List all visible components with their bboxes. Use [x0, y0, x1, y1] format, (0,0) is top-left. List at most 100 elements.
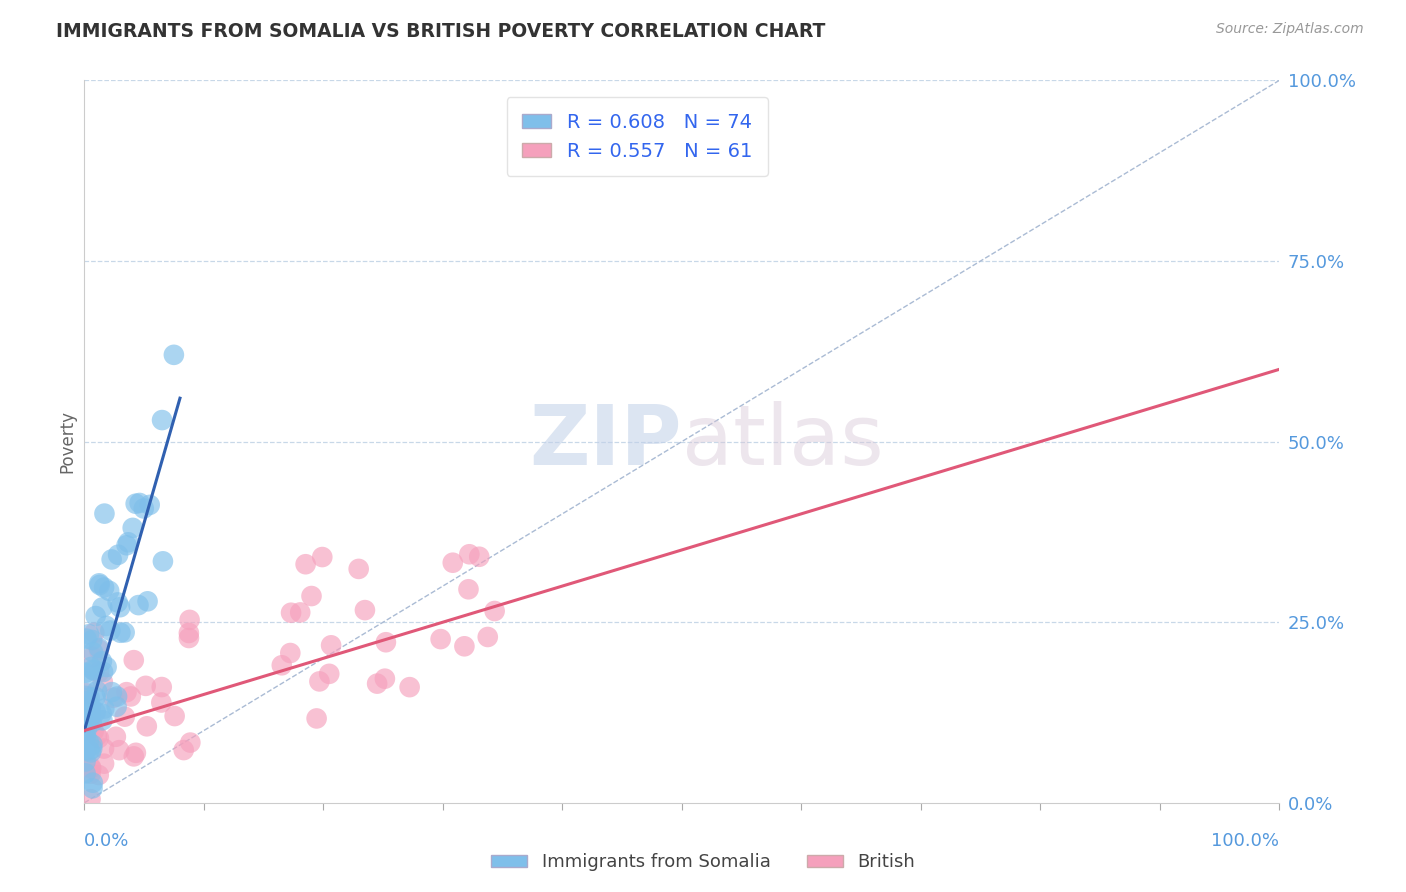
Point [75, 755, 97, 769]
Point [150, 680, 173, 694]
Point [79, 713, 101, 727]
Point [75, 694, 97, 708]
Point [90, 706, 112, 721]
Text: 0.0%: 0.0% [84, 831, 129, 850]
Point [91, 665, 114, 679]
Point [89, 665, 111, 679]
Point [80, 760, 103, 774]
Point [79, 792, 101, 806]
Point [75, 686, 97, 700]
Point [305, 711, 328, 725]
Point [270, 658, 292, 673]
Point [98, 624, 121, 638]
Point [77, 714, 100, 729]
Point [132, 501, 155, 516]
Point [398, 680, 420, 694]
Point [75, 729, 97, 743]
Point [80, 699, 103, 714]
Point [366, 676, 388, 690]
Point [136, 594, 159, 608]
Point [75, 743, 97, 757]
Text: 100.0%: 100.0% [1212, 831, 1279, 850]
Point [82, 738, 104, 752]
Point [83, 664, 105, 678]
Point [75, 766, 97, 780]
Point [122, 749, 145, 764]
Point [96, 619, 118, 633]
Point [80, 715, 103, 730]
Point [120, 690, 142, 704]
Point [308, 674, 330, 689]
Point [83, 625, 105, 640]
Point [152, 554, 174, 568]
Text: IMMIGRANTS FROM SOMALIA VS BRITISH POVERTY CORRELATION CHART: IMMIGRANTS FROM SOMALIA VS BRITISH POVER… [56, 22, 825, 41]
Point [319, 638, 342, 652]
Point [79, 706, 101, 721]
Point [135, 679, 157, 693]
Point [101, 685, 124, 699]
Y-axis label: Poverty: Poverty [58, 410, 76, 473]
Point [138, 498, 160, 512]
Point [354, 603, 377, 617]
Point [124, 497, 146, 511]
Point [82, 645, 104, 659]
Point [79, 690, 101, 705]
Point [84, 609, 107, 624]
Point [82, 649, 104, 664]
Point [311, 550, 333, 565]
Point [280, 606, 302, 620]
Point [93, 581, 115, 595]
Point [75, 689, 97, 703]
Point [150, 696, 173, 710]
Point [77, 627, 100, 641]
Point [453, 640, 475, 654]
Point [110, 625, 132, 640]
Text: atlas: atlas [682, 401, 883, 482]
Point [177, 631, 200, 645]
Point [84, 705, 107, 719]
Point [125, 746, 148, 760]
Point [98, 583, 121, 598]
Point [128, 598, 150, 612]
Point [76, 722, 98, 736]
Legend: R = 0.608   N = 74, R = 0.557   N = 61: R = 0.608 N = 74, R = 0.557 N = 61 [506, 97, 768, 176]
Point [76, 632, 98, 646]
Point [89, 576, 111, 591]
Point [441, 556, 464, 570]
Point [79, 766, 101, 780]
Point [83, 724, 105, 739]
Point [107, 548, 129, 562]
Point [90, 654, 112, 668]
Point [108, 600, 131, 615]
Point [290, 606, 312, 620]
Point [79, 673, 101, 688]
Point [177, 626, 200, 640]
Point [82, 776, 104, 790]
Point [77, 690, 100, 704]
Point [84, 690, 107, 704]
Point [87, 731, 110, 745]
Text: ZIP: ZIP [530, 401, 682, 482]
Point [104, 730, 127, 744]
Point [79, 743, 101, 757]
Point [301, 589, 323, 603]
Point [75, 730, 97, 744]
Point [374, 672, 396, 686]
Point [429, 632, 451, 646]
Point [173, 743, 195, 757]
Point [278, 646, 301, 660]
Text: Source: ZipAtlas.com: Source: ZipAtlas.com [1216, 22, 1364, 37]
Point [82, 632, 104, 647]
Point [91, 714, 114, 728]
Point [100, 552, 122, 566]
Point [458, 547, 481, 561]
Point [163, 348, 186, 362]
Point [87, 768, 110, 782]
Point [91, 600, 114, 615]
Point [179, 613, 201, 627]
Point [115, 538, 138, 552]
Point [91, 674, 114, 689]
Point [82, 781, 104, 796]
Point [80, 745, 103, 759]
Point [93, 507, 115, 521]
